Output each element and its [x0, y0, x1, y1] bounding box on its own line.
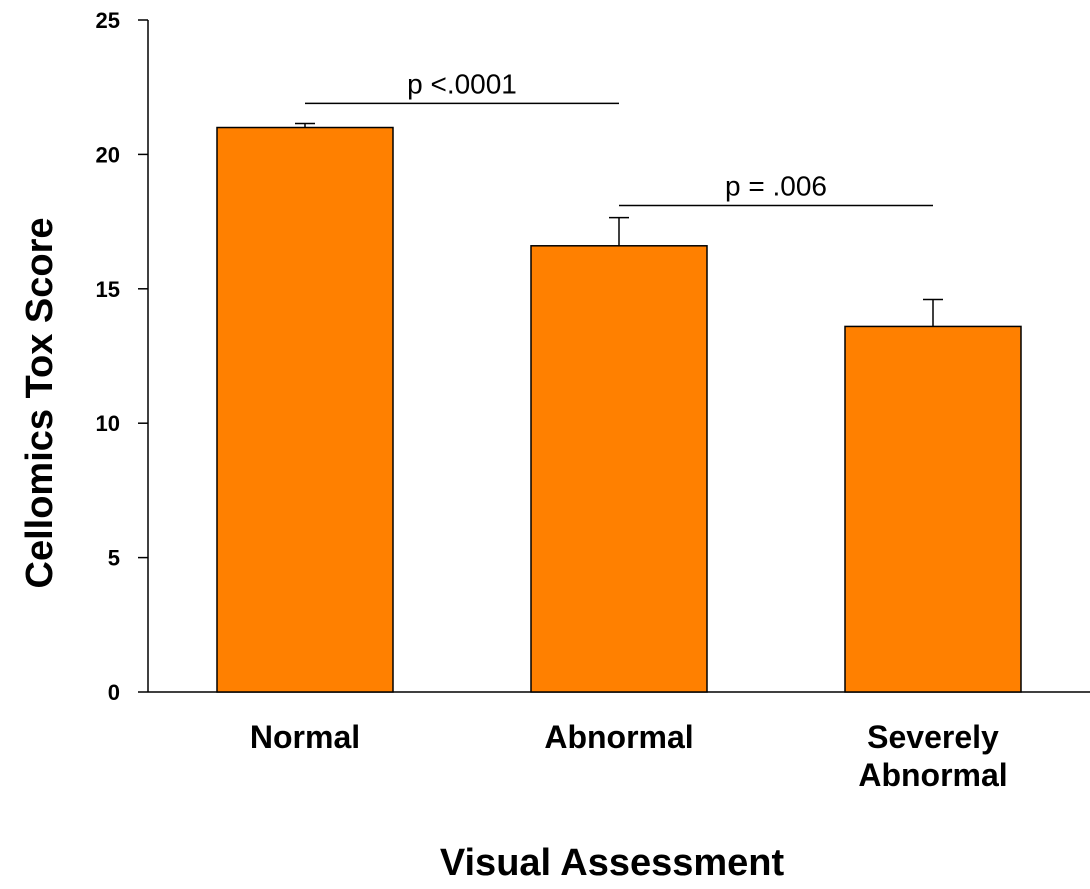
y-tick-label: 5 [108, 546, 120, 571]
x-tick-label: Normal [250, 719, 360, 755]
bar [216, 126, 394, 693]
bar [530, 245, 708, 693]
y-tick-label: 0 [108, 680, 120, 705]
x-tick-labels: Normal Abnormal Severely Abnormal [250, 719, 1008, 793]
annotations-group: p <.0001 p = .006 [305, 68, 933, 207]
error-bars-group [295, 122, 943, 327]
x-tick-label: Abnormal [544, 719, 693, 755]
y-tick-label: 25 [96, 8, 120, 33]
y-tick-label: 20 [96, 142, 120, 167]
y-tick-label: 10 [96, 411, 120, 436]
y-tick-labels: 0 5 10 15 20 25 [96, 8, 120, 705]
bars-group [216, 126, 1022, 693]
y-axis-title: Cellomics Tox Score [19, 218, 61, 589]
significance-label: p = .006 [725, 170, 827, 201]
x-tick-label: Severely Abnormal [858, 719, 1007, 793]
y-tick-label: 15 [96, 277, 120, 302]
bar [844, 325, 1022, 693]
significance-label: p <.0001 [407, 68, 517, 99]
x-axis-title: Visual Assessment [440, 842, 785, 884]
